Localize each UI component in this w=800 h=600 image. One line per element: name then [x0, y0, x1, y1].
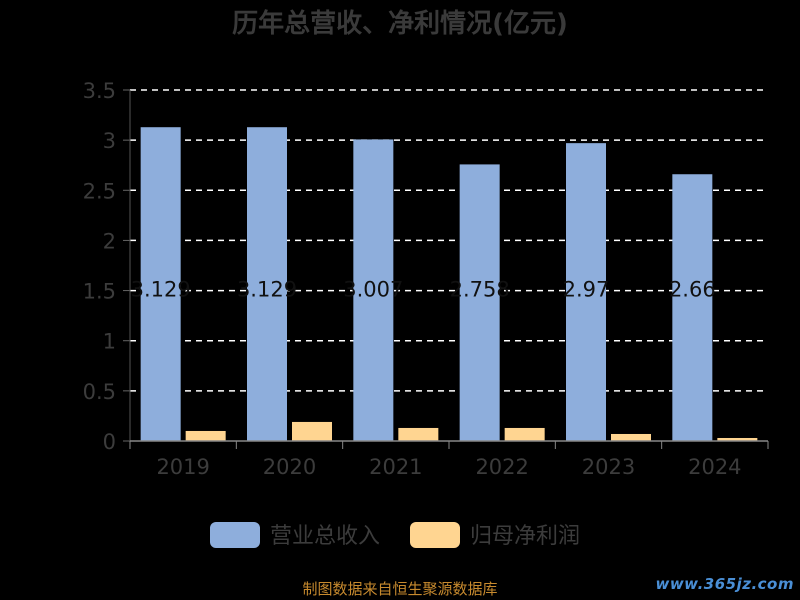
profit-bar [611, 433, 651, 441]
bar-value-label: 2.97 [563, 278, 610, 302]
y-tick-label: 2 [103, 229, 116, 253]
y-tick-label: 1 [103, 330, 116, 354]
legend-swatch [410, 522, 460, 548]
profit-bar [185, 430, 226, 441]
bars: 3.129 3.129 3.007 2.758 2.97 2.66 [131, 127, 758, 442]
y-tick-label: 0.5 [83, 380, 116, 404]
x-tick-label: 2020 [263, 455, 316, 479]
x-tick-label: 2023 [582, 455, 635, 479]
watermark: www.365jz.com [655, 575, 794, 593]
bar-value-label: 3.007 [343, 278, 403, 302]
bar-value-label: 2.758 [450, 278, 510, 302]
y-tick-label: 3.5 [83, 79, 116, 103]
data-source-note: 制图数据来自恒生聚源数据库 [302, 580, 498, 598]
grid-lines [130, 89, 768, 392]
profit-bar [717, 437, 758, 441]
legend-profit: 归母净利润 [470, 524, 580, 549]
y-tick-label: 1.5 [83, 280, 116, 304]
legend-swatch [210, 522, 260, 548]
bar-value-label: 2.66 [669, 278, 716, 302]
revenue-bar [672, 174, 713, 442]
legend: 营业总收入 归母净利润 [210, 522, 580, 549]
x-tick-label: 2024 [688, 455, 741, 479]
profit-bar [504, 427, 545, 441]
x-axis: 2019 2020 2021 2022 2023 2024 [129, 440, 769, 479]
y-axis: 0 0.5 1 1.5 2 2.5 3 3.5 [83, 79, 131, 454]
revenue-bar [459, 164, 500, 442]
legend-revenue: 营业总收入 [270, 524, 380, 549]
revenue-bar [140, 127, 181, 442]
revenue-bar [566, 143, 606, 441]
revenue-bar [353, 139, 394, 441]
y-tick-label: 2.5 [83, 179, 116, 203]
x-tick-label: 2022 [475, 455, 528, 479]
profit-bar [292, 421, 332, 441]
y-tick-label: 0 [103, 430, 116, 454]
x-tick-label: 2021 [369, 455, 422, 479]
bar-value-label: 3.129 [131, 278, 191, 302]
revenue-bar [247, 127, 287, 442]
bar-value-label: 3.129 [237, 278, 297, 302]
x-tick-label: 2019 [156, 455, 209, 479]
profit-bar [398, 427, 439, 441]
chart-title: 历年总营收、净利情况(亿元) [232, 8, 568, 39]
y-tick-label: 3 [103, 129, 116, 153]
